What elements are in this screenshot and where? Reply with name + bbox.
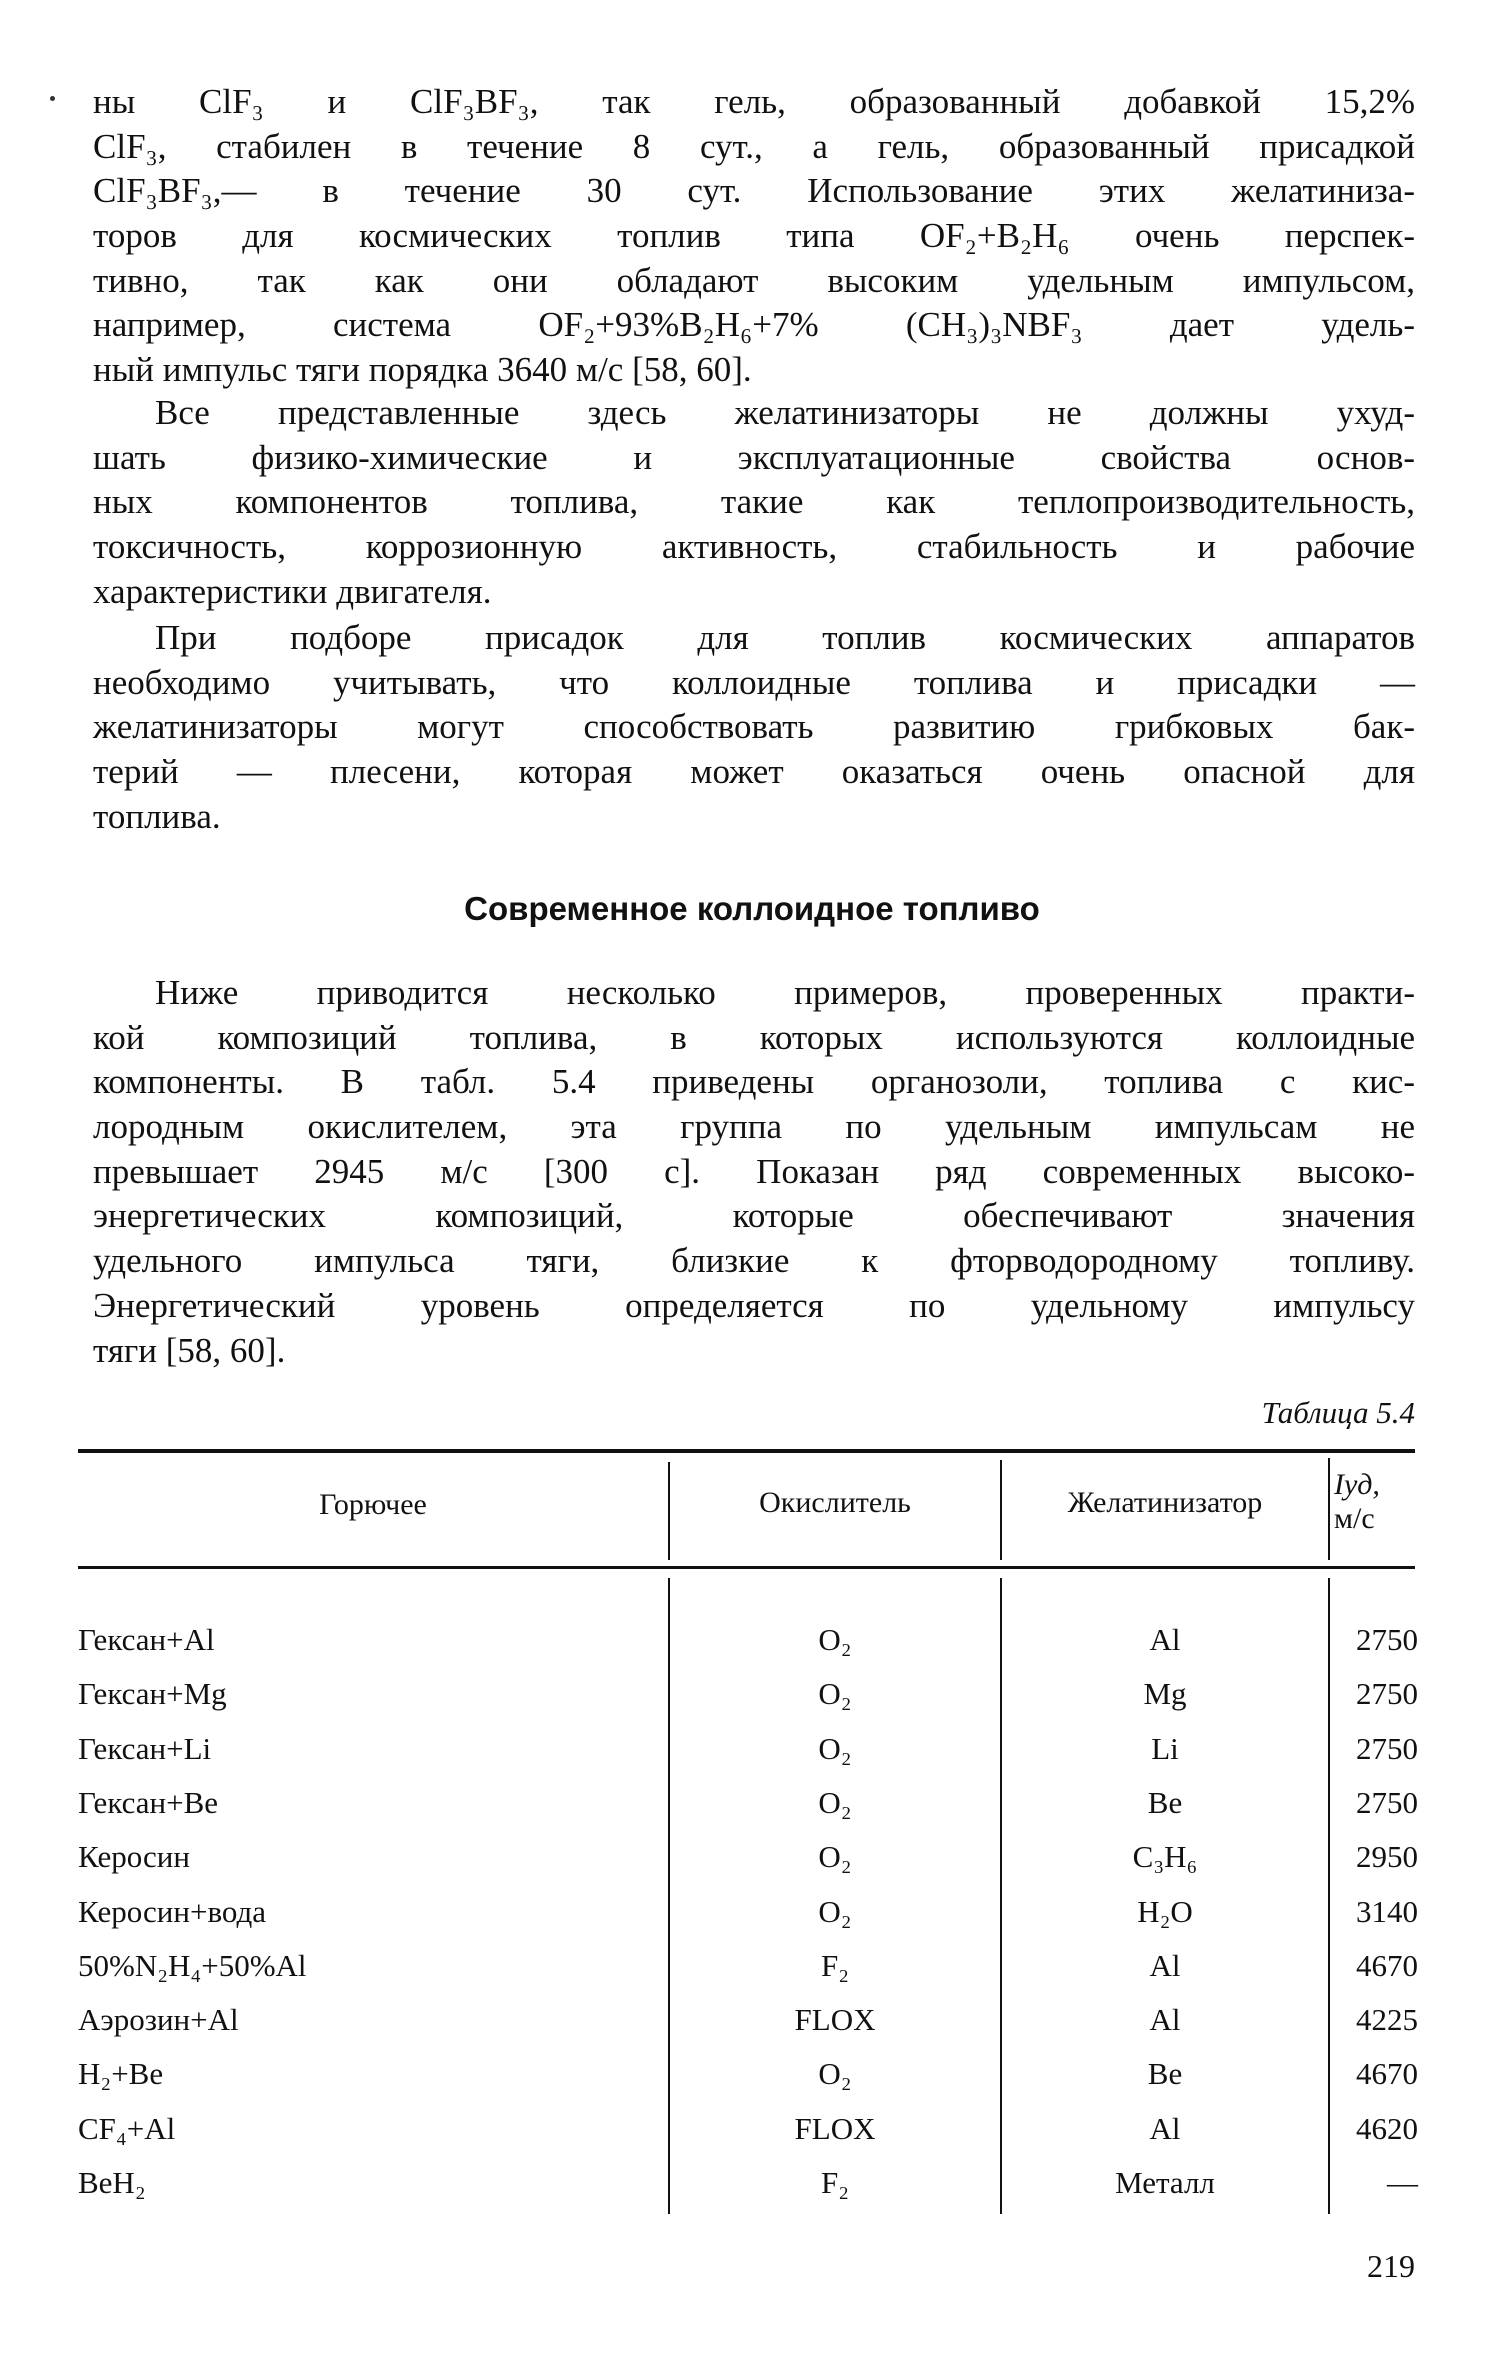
oxidizer-cell: O₂ <box>818 1730 852 1766</box>
paragraph: Ниже приводится несколько примеров, пров… <box>93 971 1415 1373</box>
impulse-cell: 4225 <box>1356 2002 1418 2038</box>
impulse-cell: 2750 <box>1356 1730 1418 1766</box>
fuel-cell: Гексан+Mg <box>78 1676 227 1712</box>
oxidizer-cell: FLOX <box>794 2002 876 2038</box>
scan-speck <box>50 96 55 101</box>
page-number: 219 <box>1367 2248 1415 2284</box>
column-divider <box>668 1578 670 2214</box>
paragraph: ны ClF₃ и ClF₃BF₃, так гель, образованны… <box>93 80 1415 393</box>
oxidizer-cell: O₂ <box>818 1622 852 1657</box>
gellant-cell: Li <box>1151 1730 1179 1766</box>
table-header-rule <box>78 1566 1415 1569</box>
fuel-cell: Керосин <box>78 1839 190 1875</box>
gellant-cell: Al <box>1149 1947 1181 1983</box>
oxidizer-cell: F₂ <box>820 1947 850 1983</box>
gellant-cell: Al <box>1149 2110 1181 2146</box>
table-top-rule <box>78 1449 1415 1453</box>
impulse-cell: 4620 <box>1356 2110 1418 2146</box>
text-line: шать физико-химические и эксплуатационны… <box>93 437 1415 477</box>
text-line: тивно, так как они обладают высоким удел… <box>93 260 1415 300</box>
column-divider <box>668 1462 670 1560</box>
text-line: ClF₃BF₃,— в течение 30 сут. Использовани… <box>93 171 1415 211</box>
section-heading: Современное коллоидное топливо <box>464 890 1040 927</box>
oxidizer-cell: F₂ <box>820 2165 850 2200</box>
header-gellant: Желатинизатор <box>1067 1486 1263 1519</box>
text-line: например, система OF₂+93%B₂H₆+7% (CH₃)₃N… <box>93 305 1415 345</box>
text-line: терий — плесени, которая может оказаться… <box>93 752 1415 792</box>
impulse-cell: 2750 <box>1356 1622 1418 1657</box>
impulse-cell: 3140 <box>1356 1893 1418 1929</box>
fuel-cell: Гексан+Li <box>78 1730 212 1766</box>
text-line: ны ClF₃ и ClF₃BF₃, так гель, образованны… <box>93 82 1415 121</box>
header-oxidizer: Окислитель <box>759 1486 911 1519</box>
impulse-cell: 2750 <box>1356 1784 1418 1820</box>
text-line: кой композиций топлива, в которых исполь… <box>93 1017 1415 1057</box>
paragraph: Все представленные здесь желатинизаторы … <box>93 391 1415 614</box>
text-line: Все представленные здесь желатинизаторы … <box>155 393 1415 432</box>
text-line: энергетических композиций, которые обесп… <box>93 1196 1415 1236</box>
text-line: токсичность, коррозионную активность, ст… <box>93 527 1415 567</box>
text-line: необходимо учитывать, что коллоидные топ… <box>93 662 1415 702</box>
impulse-cell: 4670 <box>1356 1947 1418 1983</box>
impulse-cell: — <box>1387 2165 1418 2200</box>
header-fuel: Горючее <box>319 1488 427 1521</box>
fuel-cell: Гексан+Al <box>78 1622 215 1657</box>
header-isp-unit: м/с <box>1334 1502 1375 1535</box>
gellant-cell: Al <box>1149 1622 1181 1657</box>
gellant-cell: Be <box>1147 1784 1183 1820</box>
fuel-cell: Гексан+Be <box>78 1784 219 1820</box>
oxidizer-cell: O₂ <box>818 1784 852 1820</box>
header-specific-impulse: Iуд, м/с <box>1334 1468 1418 1536</box>
text-line: лородным окислителем, эта группа по удел… <box>93 1107 1415 1147</box>
text-line: удельного импульса тяги, близкие к фторв… <box>93 1241 1415 1281</box>
text-line: Ниже приводится несколько примеров, пров… <box>155 973 1415 1012</box>
text-line: При подборе присадок для топлив космичес… <box>155 618 1415 657</box>
text-line: характеристики двигателя. <box>93 571 492 611</box>
gellant-cell: H₂O <box>1137 1893 1193 1929</box>
fuel-cell: CF₄+Al <box>78 2110 176 2146</box>
column-divider <box>1000 1460 1002 1560</box>
impulse-cell: 4670 <box>1356 2056 1418 2092</box>
gellant-cell: Be <box>1147 2056 1183 2092</box>
oxidizer-cell: O₂ <box>818 1893 852 1929</box>
gellant-cell: C₃H₆ <box>1132 1839 1198 1875</box>
text-line: торов для космических топлив типа OF₂+B₂… <box>93 216 1415 256</box>
column-divider <box>1328 1578 1330 2214</box>
fuel-cell: Аэрозин+Al <box>78 2002 239 2038</box>
column-divider <box>1000 1578 1002 2214</box>
oxidizer-cell: O₂ <box>818 2056 852 2092</box>
fuel-cell: H₂+Be <box>78 2056 164 2092</box>
text-line: ClF₃, стабилен в течение 8 сут., а гель,… <box>93 126 1415 166</box>
paragraph: При подборе присадок для топлив космичес… <box>93 616 1415 839</box>
text-line: ных компонентов топлива, такие как тепло… <box>93 482 1415 522</box>
table-caption: Таблица 5.4 <box>1261 1395 1415 1430</box>
gellant-cell: Mg <box>1143 1676 1187 1712</box>
oxidizer-cell: FLOX <box>794 2110 876 2146</box>
text-line: желатинизаторы могут способствовать разв… <box>93 707 1415 747</box>
text-line: превышает 2945 м/с [300 с]. Показан ряд … <box>93 1151 1415 1191</box>
oxidizer-cell: O₂ <box>818 1676 852 1712</box>
gellant-cell: Al <box>1149 2002 1181 2038</box>
impulse-cell: 2750 <box>1356 1676 1418 1712</box>
header-isp-symbol: Iуд, <box>1334 1468 1380 1501</box>
text-line: ный импульс тяги порядка 3640 м/с [58, 6… <box>93 350 752 390</box>
fuel-cell: BeH₂ <box>78 2165 146 2200</box>
text-line: Энергетический уровень определяется по у… <box>93 1285 1415 1325</box>
text-line: компоненты. В табл. 5.4 приведены органо… <box>93 1062 1415 1102</box>
oxidizer-cell: O₂ <box>818 1839 852 1875</box>
gellant-cell: Металл <box>1115 2165 1215 2200</box>
column-divider <box>1328 1458 1330 1560</box>
fuel-cell: Керосин+вода <box>78 1893 267 1929</box>
impulse-cell: 2950 <box>1356 1839 1418 1875</box>
text-line: топлива. <box>93 796 221 836</box>
fuel-cell: 50%N₂H₄+50%Al <box>78 1947 307 1983</box>
text-line: тяги [58, 60]. <box>93 1330 286 1370</box>
